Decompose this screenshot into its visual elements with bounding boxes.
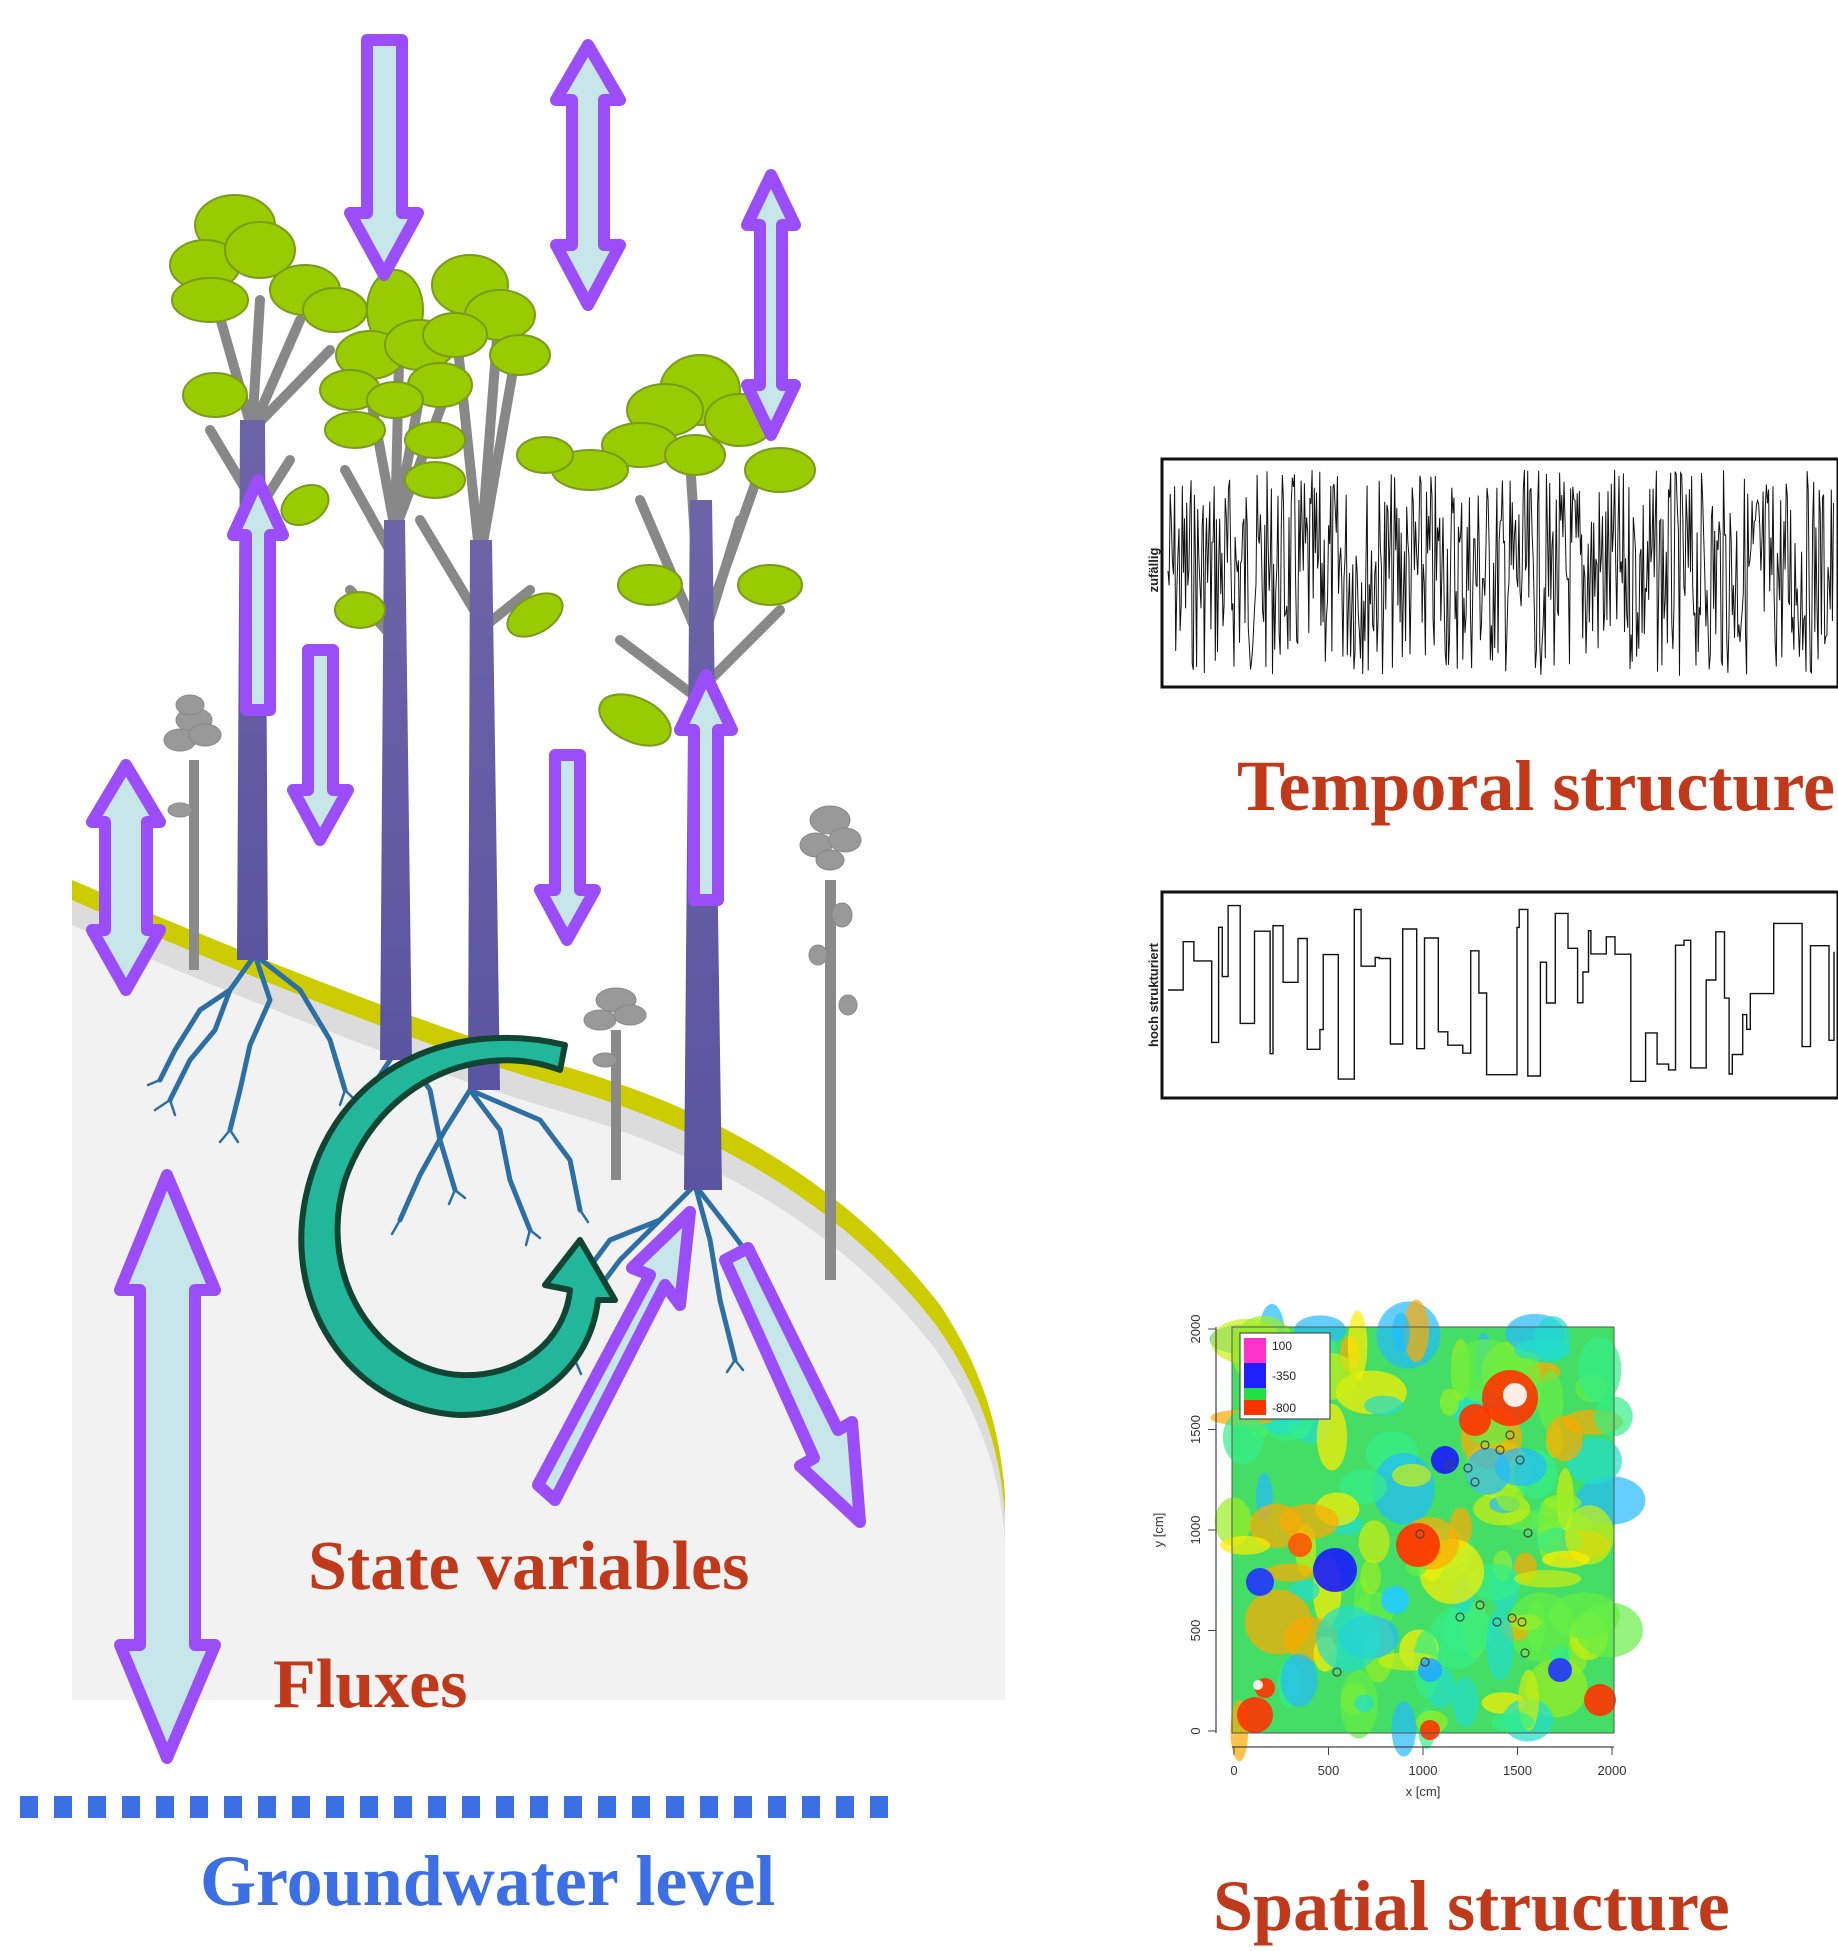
y-tick-label: 0 <box>1188 1727 1203 1734</box>
groundwater-level-label: Groundwater level <box>200 1841 776 1921</box>
x-tick-label: 1500 <box>1503 1763 1532 1778</box>
y-tick-label: 1500 <box>1188 1415 1203 1444</box>
precipitation-arrow-icon <box>344 34 424 281</box>
exchange-arrow-icon <box>86 759 166 996</box>
timeseries-random: zufällig <box>1146 457 1838 689</box>
map-legend: 100 -350 -800 <box>1239 1332 1331 1420</box>
exchange-arrow-icon <box>550 39 626 311</box>
spatial-structure-label: Spatial structure <box>1213 1866 1730 1946</box>
y-tick-label: 2000 <box>1188 1315 1203 1344</box>
x-tick-label: 500 <box>1318 1763 1340 1778</box>
transpiration-arrow-icon <box>227 474 289 716</box>
legend-value: 100 <box>1272 1339 1292 1353</box>
x-tick-label: 1000 <box>1409 1763 1438 1778</box>
y-axis-label: y [cm] <box>1151 1513 1166 1548</box>
small-plants <box>163 694 862 1280</box>
fluxes-label: Fluxes <box>273 1646 468 1723</box>
throughfall-arrow-icon <box>534 749 601 946</box>
x-axis-label: x [cm] <box>1406 1784 1441 1799</box>
timeseries-label: hoch strukturiert <box>1146 942 1161 1047</box>
soil-surface <box>72 880 1005 1515</box>
temporal-structure-label: Temporal structure <box>1237 746 1835 826</box>
legend-value: -350 <box>1272 1369 1296 1383</box>
cycle-arrow-icon <box>298 1034 618 1418</box>
hillside <box>72 880 1005 1700</box>
exchange-arrow-icon <box>114 1169 221 1764</box>
timeseries-label: zufällig <box>1146 548 1161 593</box>
timeseries-structured: hoch strukturiert <box>1146 890 1838 1100</box>
transpiration-arrow-icon <box>674 669 738 906</box>
y-tick-label: 500 <box>1188 1620 1203 1642</box>
throughfall-arrow-icon <box>287 644 354 846</box>
x-tick-label: 2000 <box>1598 1763 1627 1778</box>
flux-arrows <box>86 34 866 1764</box>
x-tick-label: 0 <box>1230 1763 1237 1778</box>
y-tick-label: 1000 <box>1188 1516 1203 1545</box>
uptake-arrow-icon <box>532 1206 696 1506</box>
legend-value: -800 <box>1272 1401 1296 1415</box>
exchange-arrow-icon <box>741 169 801 441</box>
tree-canopy <box>169 194 816 747</box>
spatial-map: 100 -350 -800 0 500 1000 1500 2000 0 500 1000 1… <box>1151 1299 1646 1799</box>
trees <box>205 295 785 1190</box>
drainage-arrow-icon <box>719 1242 866 1528</box>
state-variables-label: State variables <box>308 1528 750 1605</box>
